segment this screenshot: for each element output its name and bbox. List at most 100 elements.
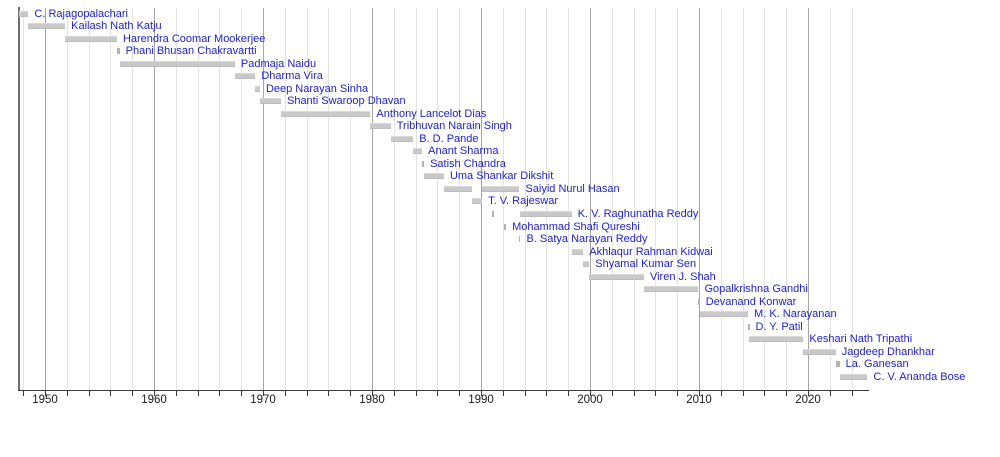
term-bar [518,236,521,243]
governor-name-link[interactable]: Devanand Konwar [705,295,797,308]
term-bar [491,210,495,217]
gridline [764,8,766,390]
x-axis-tick [655,391,657,396]
term-bar [749,336,804,343]
governor-name-link[interactable]: B. Satya Narayan Reddy [526,233,648,246]
governor-name-link[interactable]: Uma Shankar Dikshit [449,170,554,183]
gridline [175,8,177,390]
gridline [284,8,286,390]
governor-name-link[interactable]: B. D. Pande [419,132,479,145]
governor-name-link[interactable]: D. Y. Patil [755,320,803,333]
governor-name-link[interactable]: Anthony Lancelot Dias [376,107,487,120]
governor-name-link[interactable]: K. V. Raghunatha Reddy [577,207,699,220]
governor-name-link[interactable]: Saiyid Nurul Hasan [525,182,620,195]
governor-name-link[interactable]: Phani Bhusan Chakravartti [125,45,257,58]
x-axis-tick [851,391,853,396]
x-axis-tick [175,391,177,396]
decade-gridline [590,8,591,390]
gridline [524,8,526,390]
term-bar [280,110,371,117]
term-bar [839,373,868,380]
gridline [720,8,722,390]
gridline [393,8,395,390]
x-axis-tick [459,391,461,396]
governor-name-link[interactable]: C. V. Ananda Bose [873,370,966,383]
x-axis-tick [263,391,264,396]
governor-name-link[interactable]: Keshari Nath Tripathi [809,333,913,346]
gridline [241,8,243,390]
x-axis-tick [66,391,68,396]
x-axis-tick [132,391,134,396]
x-axis-tick [393,391,395,396]
term-bar [119,60,235,67]
term-bar [259,98,281,105]
term-bar [748,323,750,330]
term-bar [422,160,425,167]
x-axis-tick [524,391,526,396]
x-axis-line [18,390,869,391]
governor-name-link[interactable]: M. K. Narayanan [754,308,837,321]
x-axis-tick [633,391,635,396]
governor-name-link[interactable]: Harendra Coomar Mookerjee [122,32,266,45]
governor-name-link[interactable]: Satish Chandra [430,157,506,170]
governor-name-link[interactable]: Anant Sharma [428,145,499,158]
gridline [742,8,744,390]
term-bar [443,185,473,192]
governor-name-link[interactable]: Gopalkrishna Gandhi [704,283,808,296]
term-bar [698,298,701,305]
x-axis-tick [720,391,722,396]
term-bar [835,361,840,368]
x-axis-tick [699,391,700,396]
x-axis-tick [284,391,286,396]
gridline [677,8,679,390]
x-axis-tick [502,391,504,396]
term-bar [503,223,507,230]
governor-name-link[interactable]: Akhlaqur Rahman Kidwai [589,245,713,258]
gridline [415,8,417,390]
term-bar [255,85,260,92]
term-bar [413,148,423,155]
axis-year-label: 2020 [795,394,821,406]
governor-name-link[interactable]: T. V. Rajeswar [488,195,558,208]
term-bar [699,311,749,318]
x-axis-tick [590,391,591,396]
x-axis-tick [45,391,46,396]
gridline [611,8,613,390]
axis-year-label: 2000 [577,394,603,406]
x-axis-tick [372,391,373,396]
governor-name-link[interactable]: Kailash Nath Katju [71,20,162,33]
term-bar [370,123,391,130]
x-axis-tick [197,391,199,396]
x-axis-tick [786,391,788,396]
governor-name-link[interactable]: Shanti Swaroop Dhavan [286,95,406,108]
governor-name-link[interactable]: Tribhuvan Narain Singh [396,120,512,133]
term-bar [472,198,483,205]
x-axis-tick [437,391,439,396]
x-axis-tick [742,391,744,396]
term-bar [424,173,444,180]
x-axis-tick [110,391,112,396]
governor-name-link[interactable]: La. Ganesan [845,358,909,371]
x-axis-tick [306,391,308,396]
governor-name-link[interactable]: C. Rajagopalachari [34,7,128,20]
gridline [132,8,134,390]
governor-name-link[interactable]: Deep Narayan Sinha [265,82,369,95]
governor-name-link[interactable]: Padmaja Naidu [240,57,317,70]
x-axis-tick [415,391,417,396]
gridline [350,8,352,390]
axis-year-label: 1980 [359,394,385,406]
governor-name-link[interactable]: Dharma Vira [261,70,323,83]
gridline [197,8,199,390]
governor-name-link[interactable]: Mohammad Shafi Qureshi [512,220,640,233]
governor-name-link[interactable]: Jagdeep Dhankhar [841,345,935,358]
governor-name-link[interactable]: Viren J. Shah [649,270,716,283]
x-axis-tick [829,391,831,396]
x-axis-tick [611,391,613,396]
x-axis-tick [88,391,90,396]
gridline [66,8,68,390]
governor-name-link[interactable]: Shyamal Kumar Sen [595,258,697,271]
x-axis-tick [219,391,221,396]
x-axis-tick [23,391,25,396]
term-bar [65,35,117,42]
term-bar [583,261,590,268]
